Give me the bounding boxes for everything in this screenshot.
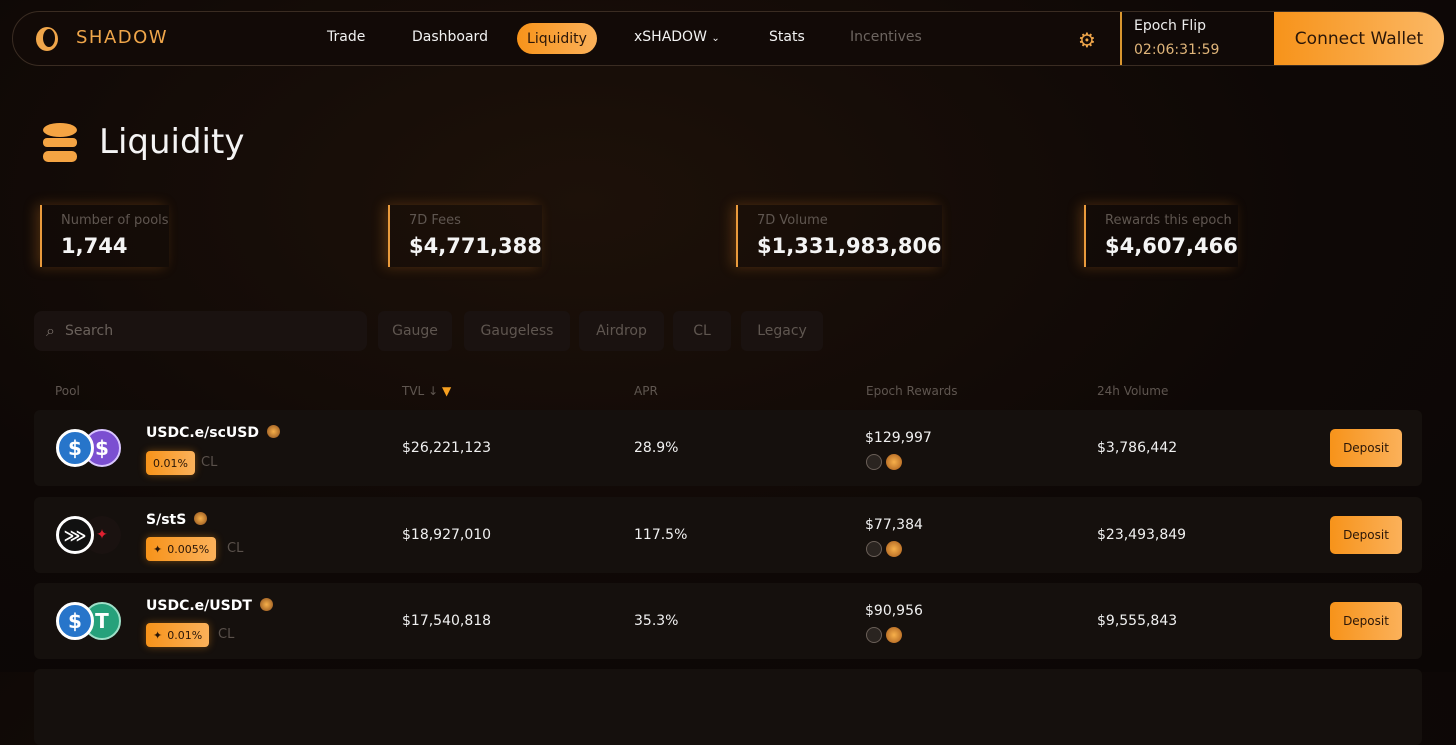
reward-token-icon [866, 454, 882, 470]
shadow-logo-icon [36, 27, 58, 51]
sparkle-icon: ✦ [153, 628, 163, 642]
volume-value: $3,786,442 [1097, 440, 1178, 456]
stat-value: 1,744 [61, 234, 128, 258]
pool-name: USDC.e/scUSD [146, 425, 280, 441]
usdc-token-icon: $ [56, 602, 94, 640]
shadow-reward-icon [886, 541, 902, 557]
reward-token-icon [866, 627, 882, 643]
sparkle-icon: ✦ [153, 542, 163, 556]
filter-gaugeless[interactable]: Gaugeless [464, 311, 570, 351]
volume-value: $23,493,849 [1097, 527, 1187, 543]
nav-liquidity[interactable]: Liquidity [517, 23, 597, 54]
epoch-label: Epoch Flip [1134, 18, 1207, 34]
reward-token-icon [866, 541, 882, 557]
nav-incentives[interactable]: Incentives [850, 29, 922, 45]
header-apr[interactable]: APR [634, 384, 658, 398]
epoch-flip: Epoch Flip 02:06:31:59 [1120, 12, 1274, 65]
tvl-value: $26,221,123 [402, 440, 492, 456]
pool-name: S/stS [146, 512, 208, 528]
table-row[interactable]: $ $ USDC.e/scUSD 0.01% CL $26,221,123 28… [34, 410, 1422, 486]
apr-value: 117.5% [634, 527, 688, 543]
filter-icon[interactable]: ▼ [441, 384, 452, 398]
nav-xshadow-label: xSHADOW [634, 29, 707, 45]
pool-type: CL [218, 627, 235, 642]
stat-rewards: Rewards this epoch $4,607,466 [1084, 205, 1238, 267]
search-input[interactable] [64, 323, 325, 339]
shadow-token-icon [259, 598, 273, 611]
chevron-down-icon: ⌄ [711, 33, 720, 44]
gear-icon[interactable]: ⚙ [1078, 28, 1096, 52]
stat-pools: Number of pools 1,744 [40, 205, 169, 267]
table-row[interactable] [34, 669, 1422, 745]
nav-stats[interactable]: Stats [769, 29, 805, 45]
filter-legacy[interactable]: Legacy [741, 311, 823, 351]
rewards-value: $129,997 [865, 430, 932, 446]
header-pool: Pool [55, 384, 80, 398]
brand-name[interactable]: SHADOW [76, 27, 169, 48]
rewards-value: $90,956 [865, 603, 923, 619]
header-epoch-rewards[interactable]: Epoch Rewards [866, 384, 958, 398]
apr-value: 35.3% [634, 613, 679, 629]
deposit-button[interactable]: Deposit [1330, 516, 1402, 554]
shadow-token-icon [194, 512, 208, 525]
volume-value: $9,555,843 [1097, 613, 1178, 629]
database-icon [43, 123, 77, 162]
stat-label: 7D Volume [757, 213, 828, 228]
pool-type: CL [227, 541, 244, 556]
deposit-button[interactable]: Deposit [1330, 429, 1402, 467]
fee-badge: ✦ 0.01% [146, 623, 210, 647]
filter-gauge[interactable]: Gauge [378, 311, 452, 351]
sonic-token-icon: ⋙ [56, 516, 94, 554]
rewards-value: $77,384 [865, 517, 923, 533]
table-row[interactable]: ✦ ⋙ S/stS ✦ 0.005% CL $18,927,010 117.5% … [34, 497, 1422, 573]
stat-fees: 7D Fees $4,771,388 [388, 205, 542, 267]
header-24h-volume[interactable]: 24h Volume [1097, 384, 1169, 398]
shadow-reward-icon [886, 454, 902, 470]
header-tvl-label: TVL [402, 384, 425, 398]
sort-desc-icon: ↓ [428, 384, 439, 398]
fee-badge: 0.01% [146, 451, 195, 475]
stat-value: $1,331,983,806 [757, 234, 942, 258]
epoch-countdown: 02:06:31:59 [1134, 42, 1220, 58]
nav-trade[interactable]: Trade [327, 29, 366, 45]
pool-type: CL [201, 455, 218, 470]
stat-value: $4,607,466 [1105, 234, 1238, 258]
filter-airdrop[interactable]: Airdrop [579, 311, 664, 351]
deposit-button[interactable]: Deposit [1330, 602, 1402, 640]
filter-cl[interactable]: CL [673, 311, 731, 351]
stat-label: Number of pools [61, 213, 169, 228]
search-icon: ⌕ [46, 321, 55, 340]
search-box[interactable]: ⌕ [34, 311, 367, 351]
stat-volume: 7D Volume $1,331,983,806 [736, 205, 942, 267]
nav-dashboard[interactable]: Dashboard [412, 29, 488, 45]
connect-wallet-button[interactable]: Connect Wallet [1274, 12, 1444, 65]
tvl-value: $18,927,010 [402, 527, 492, 543]
shadow-reward-icon [886, 627, 902, 643]
shadow-token-icon [266, 425, 280, 438]
pool-name: USDC.e/USDT [146, 598, 273, 614]
tvl-value: $17,540,818 [402, 613, 492, 629]
page-title: Liquidity [99, 122, 245, 162]
apr-value: 28.9% [634, 440, 679, 456]
stat-label: Rewards this epoch [1105, 213, 1232, 228]
nav-xshadow[interactable]: xSHADOW ⌄ [634, 29, 720, 45]
fee-badge: ✦ 0.005% [146, 537, 217, 561]
header-tvl[interactable]: TVL ↓ ▼ [402, 384, 451, 398]
stat-label: 7D Fees [409, 213, 461, 228]
stat-value: $4,771,388 [409, 234, 542, 258]
usdc-token-icon: $ [56, 429, 94, 467]
table-row[interactable]: T $ USDC.e/USDT ✦ 0.01% CL $17,540,818 35… [34, 583, 1422, 659]
